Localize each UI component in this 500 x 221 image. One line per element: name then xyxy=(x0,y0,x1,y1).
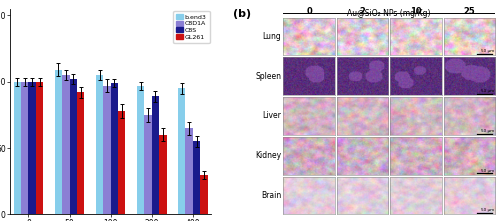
Text: Au@SiO₂ NPs (mg/Kg): Au@SiO₂ NPs (mg/Kg) xyxy=(348,9,431,18)
Bar xyxy=(200,175,207,214)
Bar xyxy=(21,82,28,214)
Text: 2: 2 xyxy=(360,7,366,16)
Bar xyxy=(96,75,104,214)
Bar xyxy=(28,82,36,214)
Text: Liver: Liver xyxy=(262,111,281,120)
Bar xyxy=(193,141,200,214)
Text: 50 μm: 50 μm xyxy=(481,129,494,133)
Bar xyxy=(152,96,159,214)
Bar xyxy=(144,115,152,214)
Bar xyxy=(62,75,70,214)
Bar xyxy=(70,79,77,214)
Text: Brain: Brain xyxy=(261,191,281,200)
Text: Spleen: Spleen xyxy=(256,72,281,81)
Bar xyxy=(186,128,193,214)
Bar xyxy=(36,82,44,214)
Bar xyxy=(118,111,126,214)
Text: 0: 0 xyxy=(306,7,312,16)
Bar xyxy=(14,82,21,214)
Text: 50 μm: 50 μm xyxy=(481,208,494,212)
Text: 50 μm: 50 μm xyxy=(481,169,494,173)
Text: 10: 10 xyxy=(410,7,422,16)
Bar xyxy=(137,86,144,214)
Bar xyxy=(178,88,186,214)
Legend: b.end3, C8D1A, C8S, GL261: b.end3, C8D1A, C8S, GL261 xyxy=(174,11,210,43)
Text: (b): (b) xyxy=(232,9,250,19)
Bar xyxy=(77,92,84,214)
Bar xyxy=(110,83,118,214)
Text: 50 μm: 50 μm xyxy=(481,50,494,53)
Bar xyxy=(159,135,166,214)
Bar xyxy=(55,70,62,214)
Text: Lung: Lung xyxy=(262,32,281,41)
Text: 25: 25 xyxy=(464,7,475,16)
Text: Kidney: Kidney xyxy=(256,151,281,160)
Text: 50 μm: 50 μm xyxy=(481,89,494,93)
Bar xyxy=(104,86,110,214)
